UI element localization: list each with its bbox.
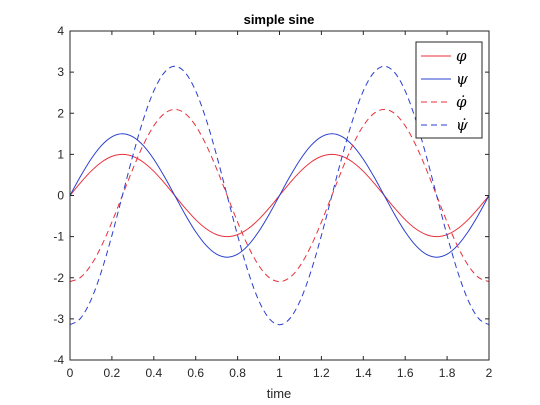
x-tick-label: 1.8 (439, 366, 456, 380)
x-tick-label: 1.6 (397, 366, 414, 380)
legend-label: φ̇ (456, 93, 467, 111)
legend-label: φ (456, 47, 467, 65)
y-tick-label: 2 (57, 106, 64, 120)
y-axis: -4 -3 -2 -1 0 1 2 3 4 (53, 24, 489, 367)
y-tick-label: -3 (53, 312, 64, 326)
x-axis: 0 0.2 0.4 0.6 0.8 1 1.2 1.4 1.6 1.8 2 (67, 31, 493, 380)
chart-title: simple sine (244, 12, 315, 27)
legend-box (415, 41, 483, 139)
y-tick-label: 1 (57, 147, 64, 161)
legend-label: ψ (456, 70, 468, 88)
x-axis-title: time (267, 386, 292, 401)
y-tick-label: -4 (53, 353, 64, 367)
series-line-2 (69, 133, 490, 258)
y-tick-label: -1 (53, 230, 64, 244)
x-tick-label: 2 (486, 366, 493, 380)
x-tick-label: 0.6 (187, 366, 204, 380)
legend: φψ φ̇ ψ̇ (415, 41, 483, 139)
x-tick-label: 0.2 (104, 366, 121, 380)
y-tick-label: 0 (57, 189, 64, 203)
x-tick-label: 0 (67, 366, 74, 380)
x-tick-label: 1.2 (313, 366, 330, 380)
x-tick-label: 1.4 (355, 366, 372, 380)
x-tick-label: 0.4 (145, 366, 162, 380)
y-tick-label: -2 (53, 271, 64, 285)
y-tick-label: 3 (57, 65, 64, 79)
legend-label: ψ̇ (456, 116, 468, 134)
x-tick-label: 1 (276, 366, 283, 380)
y-tick-label: 4 (57, 24, 64, 38)
series-line-3 (69, 108, 490, 283)
x-tick-label: 0.8 (229, 366, 246, 380)
